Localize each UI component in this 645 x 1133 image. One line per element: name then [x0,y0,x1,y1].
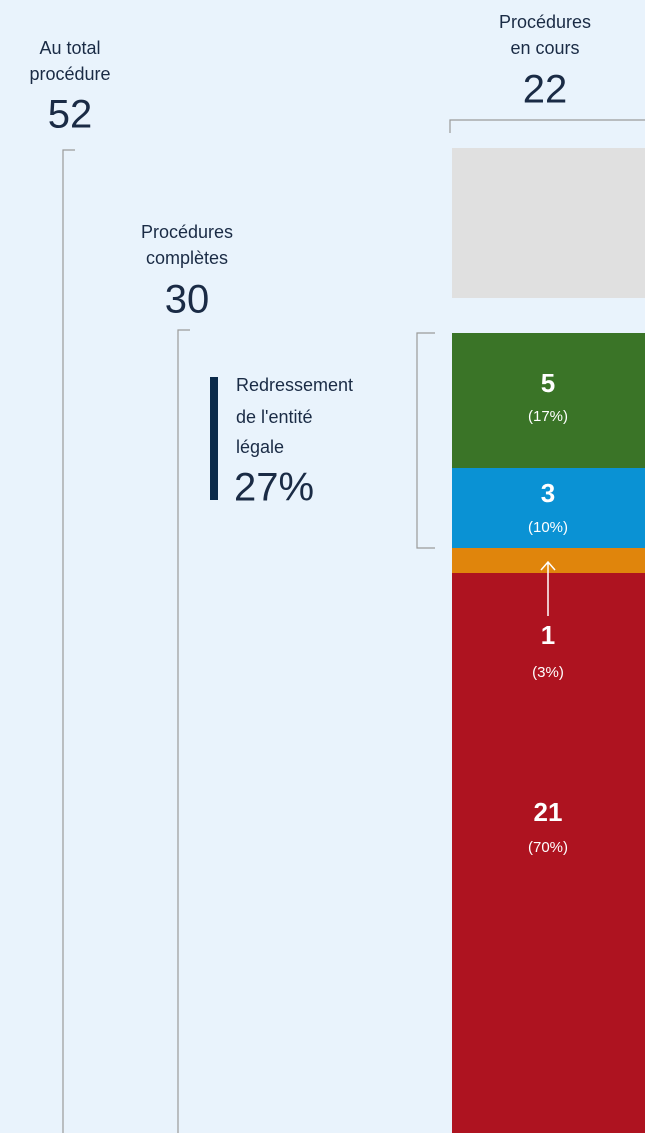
segment [452,468,645,548]
total-value: 52 [48,93,93,137]
total-label: Au total [39,38,100,58]
segment-share: (70%) [528,839,568,856]
ongoing-label: en cours [510,38,579,58]
segment [452,333,645,468]
segment-value: 21 [534,797,563,827]
arrow [540,560,556,616]
completed-label: complètes [146,248,228,268]
segment-share: (17%) [528,408,568,425]
bracket [62,149,75,1133]
highlight-label: de l'entité [236,407,313,427]
ongoing-value: 22 [523,68,568,112]
ongoing-label: Procédures [499,12,591,32]
bracket [177,329,190,1133]
segment [452,573,645,1133]
bracket [449,119,645,133]
completed-label: Procédures [141,222,233,242]
bracket [416,332,435,549]
segment-value: 1 [541,620,555,650]
segment-value: 5 [541,368,555,398]
total-label: procédure [29,64,110,84]
highlight-label: légale [236,437,284,457]
highlight-label: Redressement [236,375,353,395]
segment-share: (10%) [528,519,568,536]
highlight-value: 27% [234,466,314,510]
ongoing-block [452,148,645,298]
segment-share: (3%) [532,664,564,681]
segment-value: 3 [541,478,555,508]
highlight-bar [210,377,218,500]
completed-value: 30 [165,278,210,322]
